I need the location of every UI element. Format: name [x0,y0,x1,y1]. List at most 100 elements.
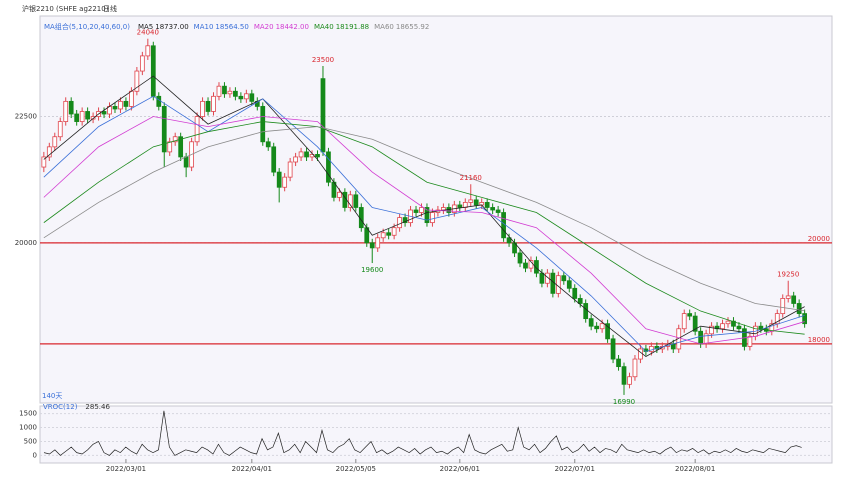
candle-body [731,320,736,327]
candle-body [720,323,725,330]
y-tick-label: 22500 [15,113,37,121]
candle-body [539,272,545,284]
candle-body [441,207,446,211]
price-line-label: 18000 [808,336,830,344]
candle-body [375,237,381,249]
ma-line [43,126,805,312]
candle-body [118,100,123,110]
candle-body [402,217,408,224]
candle-body [386,232,392,236]
candle-body [506,237,512,244]
candle-body [194,116,200,143]
candle-body [758,325,764,330]
legend-value: 18564.50 [215,23,248,31]
candle-body [243,93,249,100]
candle-body [337,191,342,198]
candle-body [616,358,621,368]
candle-body [134,70,140,92]
candle-body [457,204,463,208]
candle-body [621,366,627,385]
candle-body [101,111,107,115]
candle-body [145,45,151,57]
candle-body [561,275,567,282]
candle-body [123,100,129,107]
candle-body [698,330,704,345]
candle-body [233,90,238,97]
indicator-name: VROC(12) [43,403,78,411]
candle-body [46,146,52,158]
candle-body [517,252,523,264]
x-tick-label: 2022/07/01 [555,465,595,473]
legend-value: 18191.88 [336,23,369,31]
candle-body [178,136,184,158]
ma-title: MA组合(5,10,20,40,60,0) [44,22,130,31]
candle-body [610,338,616,360]
x-tick-label: 2022/08/01 [675,465,715,473]
candle-body [271,146,277,173]
candle-body [588,318,594,327]
candle-body [41,156,47,168]
candle-body [397,217,402,229]
candle-body [747,335,753,347]
candle-body [57,121,63,138]
candle-body [156,95,162,107]
indicator-line [43,410,802,456]
candle-body [315,154,320,158]
candle-body [566,280,572,289]
legend-name: MA60 [374,23,394,31]
candle-body [638,348,643,360]
candle-body [52,136,58,148]
candle-body [79,111,85,122]
y-tick-label: 0 [33,451,37,459]
candle-body [287,161,293,178]
candle-body [490,207,496,211]
candle-body [632,358,638,378]
candle-body [265,141,271,148]
legend-name: MA20 [254,23,274,31]
y-tick-label: 1500 [19,410,37,418]
symbol: 沪银2210 (SHFE ag2210) [22,4,109,13]
candle-body [534,260,539,274]
candle-body [572,287,578,299]
x-tick-label: 2022/05/05 [336,465,376,473]
extreme-label: 19600 [361,266,383,274]
candle-body [419,207,424,213]
candle-body [298,151,304,158]
candle-body [320,78,326,153]
candle-body [167,141,173,153]
candle-body [326,151,331,183]
ma-line [43,116,805,345]
candle-body [380,232,386,239]
ma-line [43,75,805,358]
legend-value: 18737.00 [155,23,188,31]
candle-body [172,136,178,143]
candle-body [736,325,742,330]
candle-body [687,313,693,317]
candle-body [304,151,309,158]
legend-name: MA40 [314,23,334,31]
candle-body [161,106,167,153]
candle-body [424,207,430,224]
candle-body [129,90,134,107]
candle-body [85,111,90,120]
candle-body [555,275,561,294]
candle-body [68,100,74,115]
candle-body [627,376,632,385]
candle-body [523,262,528,269]
candle-body [649,346,654,352]
candle-body [545,272,550,284]
candle-body [599,323,605,330]
candle-body [276,171,282,188]
candle-body [369,242,375,249]
x-tick-label: 2022/04/01 [232,465,272,473]
candle-body [577,298,583,304]
candle-body [802,313,808,325]
indicator-value: 285.46 [85,403,110,411]
candle-body [183,156,189,168]
period: 日线 [103,4,117,13]
candle-body [676,328,682,350]
extreme-label: 16990 [613,398,635,406]
y-tick-label: 500 [24,437,37,445]
x-tick-label: 2022/06/01 [440,465,480,473]
